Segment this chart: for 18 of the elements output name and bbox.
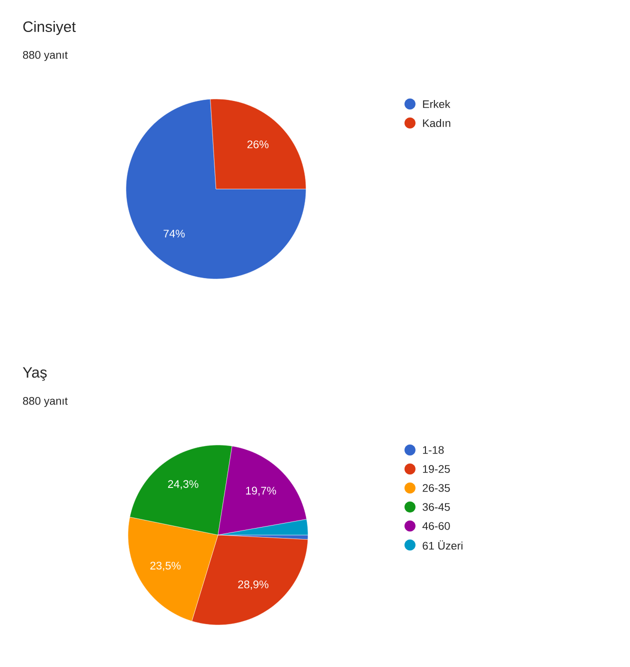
chart-subtitle: 880 yanıt [23,51,68,61]
legend-label: 19-25 [423,465,450,473]
legend-label: 1-18 [423,446,444,454]
chart-subtitle: 880 yanıt [23,397,68,407]
legend-label: 36-45 [422,503,450,511]
data-label: 23,5% [150,562,181,571]
data-label: 24,3% [168,480,198,490]
chart-title: Cinsiyet [23,21,76,35]
data-label: 19,7% [246,486,276,496]
data-label: 74% [164,230,185,238]
legend-label: Erkek [423,100,450,108]
legend-label: Kadın [423,118,450,128]
legend-label: 61 Üzeri [422,540,462,550]
legend-label: 46-60 [422,522,450,530]
chart-title: Yaş [22,367,47,381]
legend-label: 26-35 [422,484,450,492]
data-label: 26% [247,140,268,148]
data-label: 28,9% [238,580,268,590]
